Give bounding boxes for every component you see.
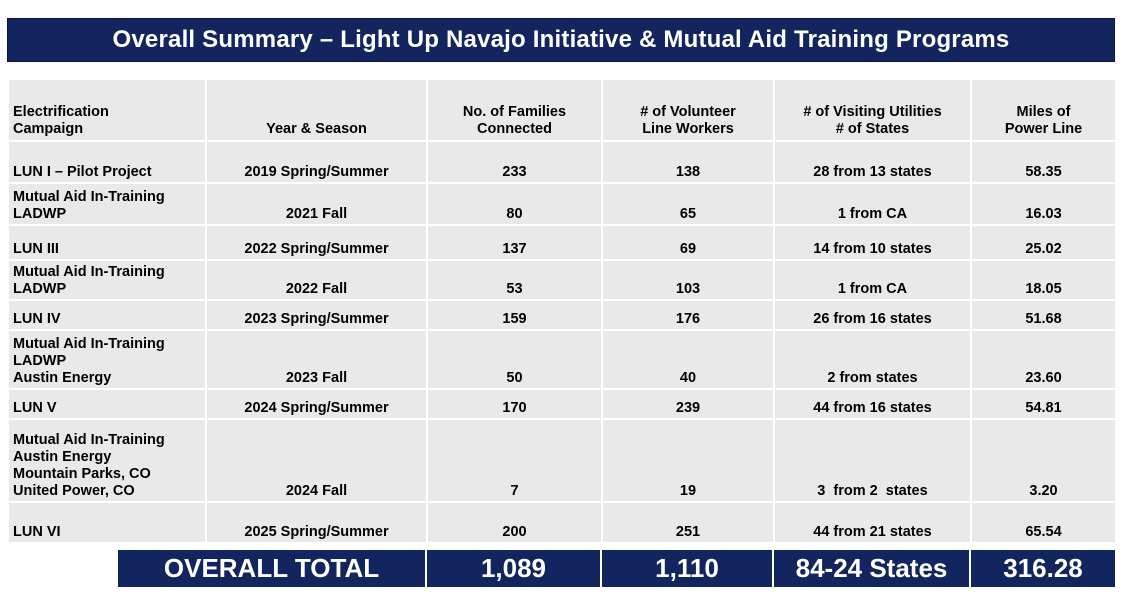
cell-miles: 25.02 [970, 224, 1117, 261]
cell-workers: 251 [601, 501, 775, 544]
overall-total-row: OVERALL TOTAL 1,089 1,110 84-24 States 3… [118, 550, 1115, 587]
cell-campaign: Mutual Aid In-Training LADWP [7, 182, 207, 226]
total-label: OVERALL TOTAL [118, 550, 427, 587]
cell-utilities: 44 from 21 states [773, 501, 972, 544]
cell-workers: 138 [601, 140, 775, 184]
column-header-utilities: # of Visiting Utilities # of States [773, 78, 972, 142]
cell-season: 2022 Spring/Summer [205, 224, 428, 261]
cell-families: 200 [426, 501, 603, 544]
page-title: Overall Summary – Light Up Navajo Initia… [7, 18, 1115, 62]
cell-season: 2025 Spring/Summer [205, 501, 428, 544]
cell-campaign: Mutual Aid In-Training LADWP [7, 259, 207, 301]
cell-campaign: LUN V [7, 388, 207, 420]
column-header-campaign: Electrification Campaign [7, 78, 207, 142]
cell-workers: 40 [601, 329, 775, 390]
total-families: 1,089 [427, 550, 602, 587]
table-row: LUN IV 2023 Spring/Summer 159 176 26 fro… [7, 299, 1117, 331]
cell-families: 170 [426, 388, 603, 420]
cell-season: 2024 Spring/Summer [205, 388, 428, 420]
cell-miles: 3.20 [970, 418, 1117, 503]
cell-season: 2024 Fall [205, 418, 428, 503]
cell-season: 2023 Spring/Summer [205, 299, 428, 331]
cell-utilities: 1 from CA [773, 182, 972, 226]
table-row: Mutual Aid In-Training LADWP Austin Ener… [7, 329, 1117, 390]
cell-utilities: 44 from 16 states [773, 388, 972, 420]
cell-families: 159 [426, 299, 603, 331]
cell-miles: 18.05 [970, 259, 1117, 301]
column-header-workers: # of Volunteer Line Workers [601, 78, 775, 142]
total-miles: 316.28 [971, 550, 1115, 587]
cell-families: 233 [426, 140, 603, 184]
column-header-miles: Miles of Power Line [970, 78, 1117, 142]
table-row: Mutual Aid In-Training LADWP 2021 Fall 8… [7, 182, 1117, 226]
column-header-families: No. of Families Connected [426, 78, 603, 142]
cell-miles: 23.60 [970, 329, 1117, 390]
table-row: LUN III 2022 Spring/Summer 137 69 14 fro… [7, 224, 1117, 261]
cell-campaign: LUN IV [7, 299, 207, 331]
cell-campaign: LUN III [7, 224, 207, 261]
summary-table: Electrification Campaign Year & Season N… [7, 78, 1117, 544]
cell-families: 50 [426, 329, 603, 390]
cell-campaign: Mutual Aid In-Training Austin Energy Mou… [7, 418, 207, 503]
cell-miles: 51.68 [970, 299, 1117, 331]
cell-season: 2021 Fall [205, 182, 428, 226]
table-row: LUN VI 2025 Spring/Summer 200 251 44 fro… [7, 501, 1117, 544]
cell-season: 2023 Fall [205, 329, 428, 390]
column-header-season: Year & Season [205, 78, 428, 142]
cell-season: 2022 Fall [205, 259, 428, 301]
cell-workers: 65 [601, 182, 775, 226]
cell-utilities: 26 from 16 states [773, 299, 972, 331]
total-utilities: 84-24 States [774, 550, 971, 587]
cell-miles: 58.35 [970, 140, 1117, 184]
cell-families: 137 [426, 224, 603, 261]
table-row: Mutual Aid In-Training Austin Energy Mou… [7, 418, 1117, 503]
cell-utilities: 2 from states [773, 329, 972, 390]
cell-campaign: Mutual Aid In-Training LADWP Austin Ener… [7, 329, 207, 390]
table-row: LUN V 2024 Spring/Summer 170 239 44 from… [7, 388, 1117, 420]
cell-miles: 16.03 [970, 182, 1117, 226]
total-workers: 1,110 [602, 550, 774, 587]
table-row: LUN I – Pilot Project 2019 Spring/Summer… [7, 140, 1117, 184]
table-row: Mutual Aid In-Training LADWP 2022 Fall 5… [7, 259, 1117, 301]
cell-utilities: 14 from 10 states [773, 224, 972, 261]
cell-families: 80 [426, 182, 603, 226]
cell-miles: 54.81 [970, 388, 1117, 420]
cell-utilities: 28 from 13 states [773, 140, 972, 184]
cell-utilities: 1 from CA [773, 259, 972, 301]
cell-workers: 239 [601, 388, 775, 420]
cell-workers: 103 [601, 259, 775, 301]
cell-workers: 176 [601, 299, 775, 331]
header-row: Electrification Campaign Year & Season N… [7, 78, 1117, 142]
cell-families: 7 [426, 418, 603, 503]
cell-utilities: 3 from 2 states [773, 418, 972, 503]
cell-workers: 19 [601, 418, 775, 503]
cell-families: 53 [426, 259, 603, 301]
cell-miles: 65.54 [970, 501, 1117, 544]
cell-campaign: LUN VI [7, 501, 207, 544]
cell-workers: 69 [601, 224, 775, 261]
cell-season: 2019 Spring/Summer [205, 140, 428, 184]
cell-campaign: LUN I – Pilot Project [7, 140, 207, 184]
